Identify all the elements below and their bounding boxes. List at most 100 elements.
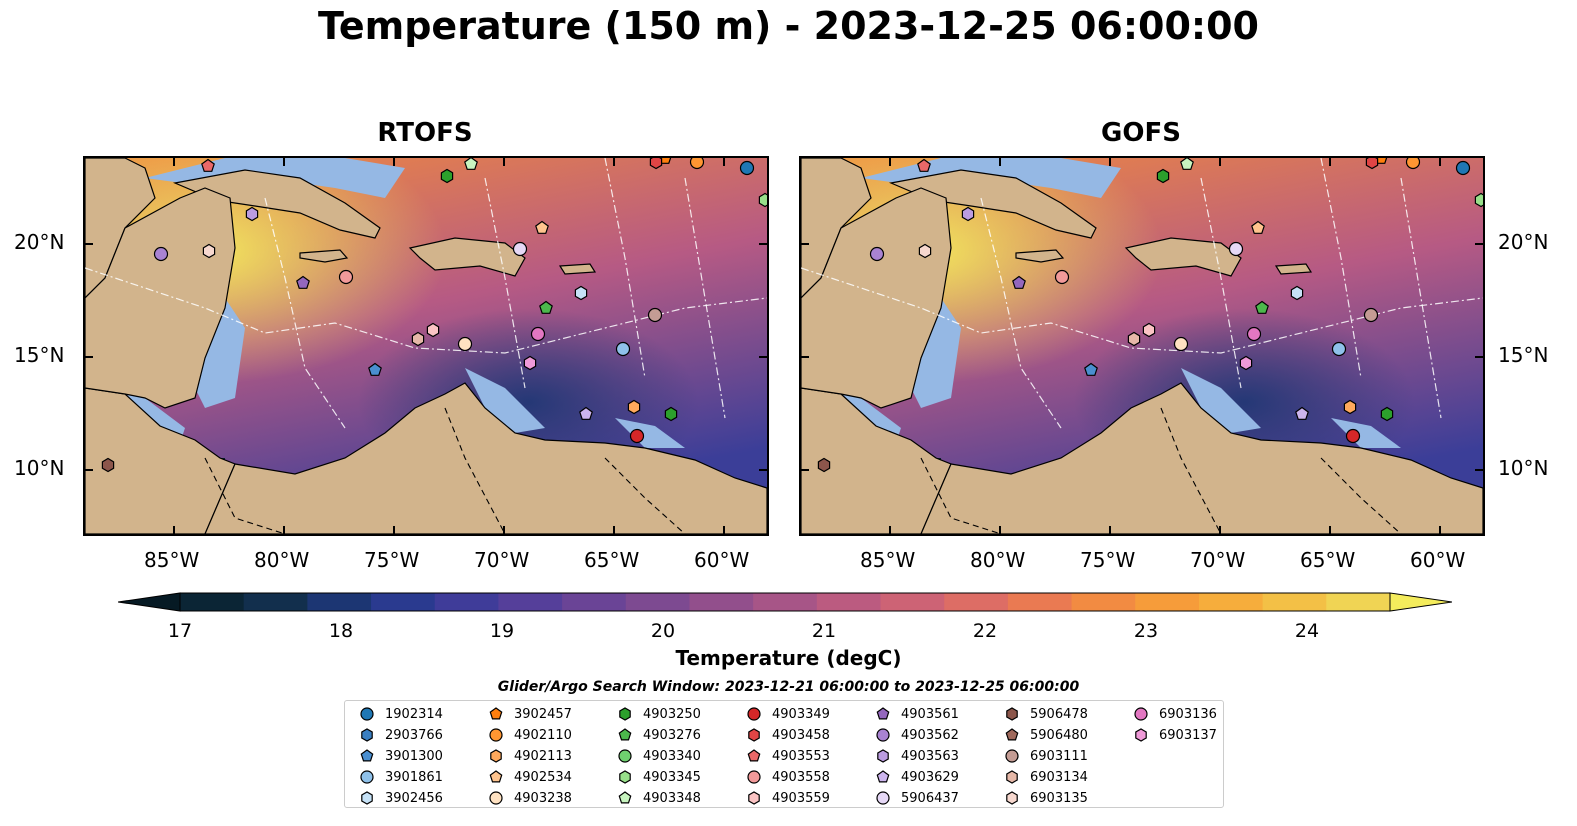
- float-marker-6903111: [647, 307, 663, 323]
- float-marker-4903553: [917, 158, 931, 172]
- legend-item: 4903345: [617, 767, 701, 787]
- legend-item: 4903562: [875, 725, 959, 745]
- legend-marker-icon: [1005, 749, 1019, 763]
- land-mass: [204, 382, 767, 534]
- colorbar-segment: [1262, 593, 1327, 611]
- legend-label: 4902534: [514, 769, 572, 785]
- float-marker-4903250: [1156, 168, 1170, 184]
- legend-item: 4903238: [488, 788, 572, 808]
- map-rtofs-svg: [85, 158, 767, 534]
- land-mass: [85, 187, 236, 409]
- lon-tick-label: 75°W: [1080, 548, 1136, 572]
- legend-marker: [876, 770, 890, 783]
- land-mass: [85, 387, 236, 534]
- legend-label: 6903136: [1159, 706, 1217, 722]
- legend-label: 3901861: [385, 769, 443, 785]
- legend-marker-icon: [489, 728, 503, 742]
- float-marker-3901861: [1331, 341, 1347, 357]
- legend-item: 4902113: [488, 746, 572, 766]
- float-marker-6903134: [1127, 331, 1141, 347]
- legend-marker: [489, 707, 503, 720]
- float-marker-3902457: [658, 158, 672, 164]
- legend-label: 4903563: [901, 748, 959, 764]
- lon-tick-label: 80°W: [970, 548, 1026, 572]
- float-marker-4903561: [296, 275, 310, 289]
- float-marker-1902314: [1455, 160, 1471, 176]
- land-mass: [920, 382, 1483, 534]
- float-marker-4903250: [440, 168, 454, 184]
- colorbar-segment: [1198, 593, 1264, 611]
- legend-marker-icon: [360, 749, 374, 762]
- legend-label: 6903111: [1030, 748, 1088, 764]
- lon-tick-label: 60°W: [694, 548, 750, 572]
- legend-marker-icon: [619, 770, 631, 784]
- legend-item: 2903766: [359, 725, 443, 745]
- float-marker-5906437: [1228, 241, 1244, 257]
- legend-item: 4903276: [617, 725, 701, 745]
- eez-boundary: [604, 158, 646, 379]
- legend-label: 4903349: [772, 706, 830, 722]
- legend-label: 5906437: [901, 790, 959, 806]
- legend-marker-icon: [748, 791, 760, 805]
- legend-marker: [1005, 728, 1019, 741]
- legend-marker-icon: [361, 728, 373, 742]
- legend-marker-icon: [619, 707, 631, 721]
- shelf-area: [1331, 418, 1401, 448]
- colorbar-tick-label: 18: [328, 620, 354, 642]
- legend-marker-icon: [877, 749, 889, 763]
- float-marker-4903238: [1173, 336, 1189, 352]
- land-mass: [801, 187, 952, 409]
- legend-label: 3901300: [385, 748, 443, 764]
- legend-label: 3902456: [385, 790, 443, 806]
- eez-boundary: [1200, 177, 1242, 389]
- float-marker-6903137: [1239, 355, 1253, 371]
- float-marker-5906437: [512, 241, 528, 257]
- land-mass: [1274, 263, 1313, 275]
- legend-marker-icon: [489, 791, 503, 805]
- float-marker-6903134: [411, 331, 425, 347]
- colorbar-segment: [1071, 593, 1136, 611]
- lat-tick-label: 15°N: [14, 343, 65, 367]
- float-marker-4902534: [1251, 220, 1265, 234]
- float-marker-4903562: [869, 246, 885, 262]
- legend-marker-icon: [489, 770, 503, 783]
- legend-marker-icon: [1006, 791, 1018, 805]
- float-marker-6903136: [1246, 326, 1262, 342]
- country-border: [1320, 457, 1402, 534]
- eez-boundary: [484, 177, 526, 389]
- map-rtofs: [83, 156, 769, 536]
- legend-marker-icon: [876, 770, 890, 783]
- colorbar-tick-label: 20: [650, 620, 676, 642]
- legend-label: 4903562: [901, 727, 959, 743]
- panel-title-rtofs: RTOFS: [377, 118, 473, 148]
- legend-item: 4903629: [875, 767, 959, 787]
- legend-marker-icon: [618, 728, 632, 741]
- colorbar-segment: [880, 593, 945, 611]
- float-marker-3901300: [1084, 362, 1098, 376]
- legend-label: 2903766: [385, 727, 443, 743]
- colorbar-tick-label: 21: [811, 620, 837, 642]
- legend-marker: [489, 728, 503, 742]
- legend-label: 1902314: [385, 706, 443, 722]
- legend-marker-icon: [747, 749, 761, 762]
- float-marker-6903135: [202, 243, 216, 259]
- legend-item: 3902456: [359, 788, 443, 808]
- float-marker-3902456: [574, 285, 588, 301]
- colorbar-segment: [1326, 593, 1391, 611]
- legend-marker-icon: [361, 791, 373, 805]
- legend-label: 4903629: [901, 769, 959, 785]
- legend-item: 3902457: [488, 704, 572, 724]
- legend-label: 4902110: [514, 727, 572, 743]
- legend-item: 5906478: [1004, 704, 1088, 724]
- legend-label: 4902113: [514, 748, 572, 764]
- legend-marker: [1006, 770, 1018, 784]
- legend-label: 4903558: [772, 769, 830, 785]
- float-marker-3901300: [368, 362, 382, 376]
- float-marker-1902314: [739, 160, 755, 176]
- legend-marker-icon: [1005, 728, 1019, 741]
- country-border: [204, 457, 286, 534]
- legend-marker: [747, 749, 761, 762]
- legend-marker: [619, 770, 631, 784]
- legend-item: 4903563: [875, 746, 959, 766]
- shelf-area: [465, 368, 545, 433]
